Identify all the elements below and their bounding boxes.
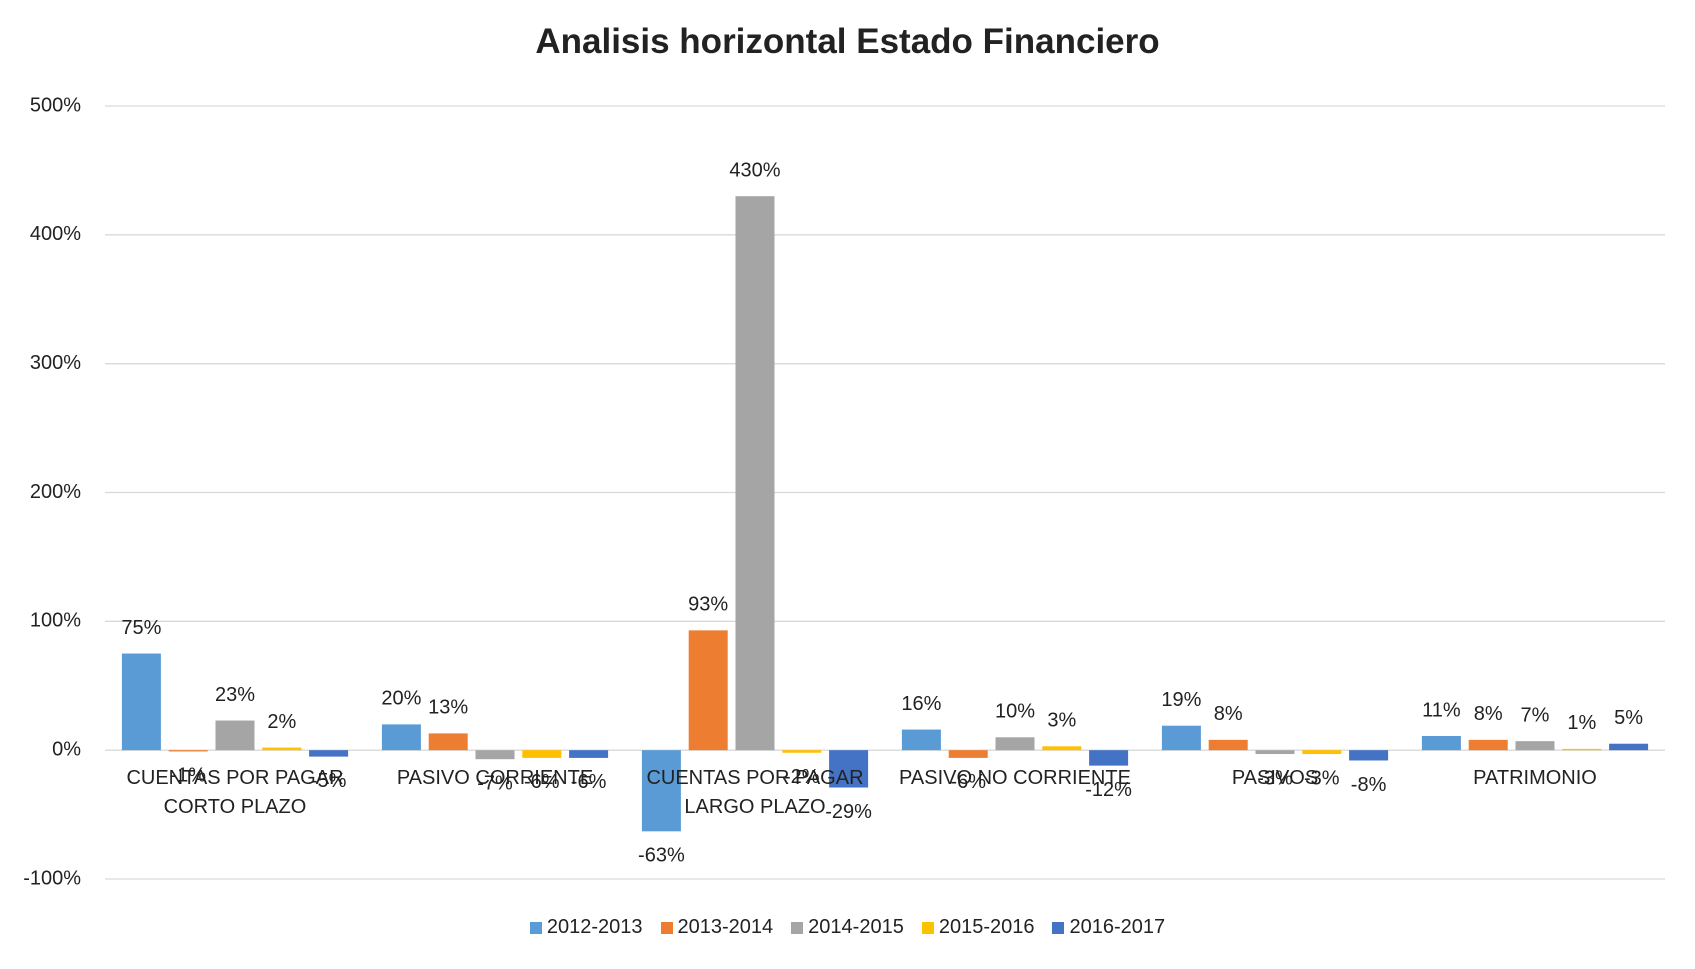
data-label: -2% bbox=[784, 766, 820, 788]
legend-swatch bbox=[921, 921, 934, 934]
legend-swatch bbox=[529, 921, 542, 934]
legend-item: 2014-2015 bbox=[791, 916, 904, 939]
y-tick-label: 0% bbox=[52, 738, 81, 760]
bar bbox=[1208, 739, 1248, 751]
data-label: -5% bbox=[311, 770, 347, 792]
bar bbox=[1255, 750, 1295, 755]
bar bbox=[641, 750, 681, 832]
data-label: 8% bbox=[1214, 703, 1243, 725]
x-tick-label: CUENTAS POR PAGAR LARGO PLAZO bbox=[646, 767, 864, 819]
bar bbox=[1421, 735, 1461, 751]
x-tick-label: PATRIMONIO bbox=[1473, 767, 1597, 790]
bar bbox=[688, 630, 728, 751]
legend-swatch bbox=[791, 921, 804, 934]
bar bbox=[428, 733, 468, 751]
bar bbox=[1349, 750, 1389, 761]
bar bbox=[995, 737, 1035, 751]
bar bbox=[1089, 750, 1129, 766]
legend-label: 2012-2013 bbox=[546, 916, 643, 938]
y-tick-label: 100% bbox=[30, 610, 81, 632]
bar bbox=[121, 653, 161, 751]
data-label: 23% bbox=[215, 684, 255, 706]
legend-label: 2014-2015 bbox=[808, 916, 904, 938]
data-label: 13% bbox=[428, 697, 468, 719]
data-label: 7% bbox=[1521, 704, 1550, 726]
data-label: 10% bbox=[995, 701, 1035, 723]
legend-item: 2012-2013 bbox=[529, 916, 643, 939]
x-tick-label: CUENTAS POR PAGAR CORTO PLAZO bbox=[126, 767, 344, 819]
data-label: -7% bbox=[477, 772, 513, 794]
bar bbox=[782, 750, 822, 753]
bar bbox=[735, 196, 775, 751]
bar bbox=[1042, 746, 1082, 751]
data-label: -6% bbox=[524, 771, 560, 793]
y-tick-label: 300% bbox=[30, 352, 81, 374]
data-label: 3% bbox=[1047, 710, 1076, 732]
y-tick-label: 400% bbox=[30, 223, 81, 245]
data-label: -3% bbox=[1257, 767, 1293, 789]
data-label: -63% bbox=[638, 845, 685, 867]
bar bbox=[948, 750, 988, 758]
legend-label: 2013-2014 bbox=[677, 916, 774, 938]
data-label: -3% bbox=[1304, 767, 1340, 789]
bar bbox=[215, 720, 255, 751]
bar bbox=[168, 750, 208, 752]
legend-swatch bbox=[1052, 921, 1065, 934]
bar bbox=[829, 750, 869, 788]
bar bbox=[1562, 748, 1602, 751]
bar bbox=[522, 750, 562, 758]
y-tick-label: 200% bbox=[30, 481, 81, 503]
x-tick-label: PASIVO NO CORRIENTE bbox=[899, 767, 1131, 790]
data-label: -12% bbox=[1085, 779, 1132, 801]
data-label: 2% bbox=[267, 711, 296, 733]
data-label: 93% bbox=[688, 594, 728, 616]
bar bbox=[1302, 750, 1342, 755]
bar bbox=[1161, 725, 1201, 751]
x-tick-label: PASIVOS bbox=[1231, 767, 1319, 790]
legend: 2012-2013 2013-2014 2014-2015 2015-2016 2016… bbox=[0, 916, 1695, 939]
data-label: 430% bbox=[729, 159, 780, 181]
legend-item: 2013-2014 bbox=[660, 916, 774, 939]
bar bbox=[901, 729, 941, 751]
data-label: 20% bbox=[381, 688, 421, 710]
data-label: 8% bbox=[1474, 703, 1503, 725]
legend-item: 2015-2016 bbox=[921, 916, 1035, 939]
bar bbox=[1468, 739, 1508, 751]
data-label: -1% bbox=[170, 765, 206, 787]
data-label: 5% bbox=[1614, 707, 1643, 729]
data-label: -8% bbox=[1351, 774, 1387, 796]
legend-label: 2016-2017 bbox=[1069, 916, 1166, 938]
data-label: -6% bbox=[571, 771, 607, 793]
y-tick-label: 500% bbox=[30, 94, 81, 116]
bar bbox=[475, 750, 515, 760]
x-tick-label: PASIVO CORRIENTE bbox=[396, 767, 594, 790]
y-tick-label: -100% bbox=[23, 867, 81, 889]
bar bbox=[569, 750, 609, 758]
data-label: -29% bbox=[825, 801, 872, 823]
data-label: 11% bbox=[1422, 699, 1461, 721]
bar bbox=[1515, 741, 1555, 751]
bar bbox=[262, 747, 302, 751]
legend-label: 2015-2016 bbox=[938, 916, 1035, 938]
data-label: 75% bbox=[121, 617, 161, 639]
data-label: -6% bbox=[950, 771, 986, 793]
legend-item: 2016-2017 bbox=[1052, 916, 1165, 939]
legend-swatch bbox=[660, 921, 673, 934]
data-label: 1% bbox=[1567, 712, 1596, 734]
chart-title: Analisis horizontal Estado Financiero bbox=[535, 22, 1160, 61]
bar bbox=[381, 724, 421, 751]
data-label: 16% bbox=[901, 693, 941, 715]
data-label: 19% bbox=[1161, 689, 1201, 711]
bar bbox=[1609, 743, 1649, 751]
bar bbox=[309, 750, 349, 757]
